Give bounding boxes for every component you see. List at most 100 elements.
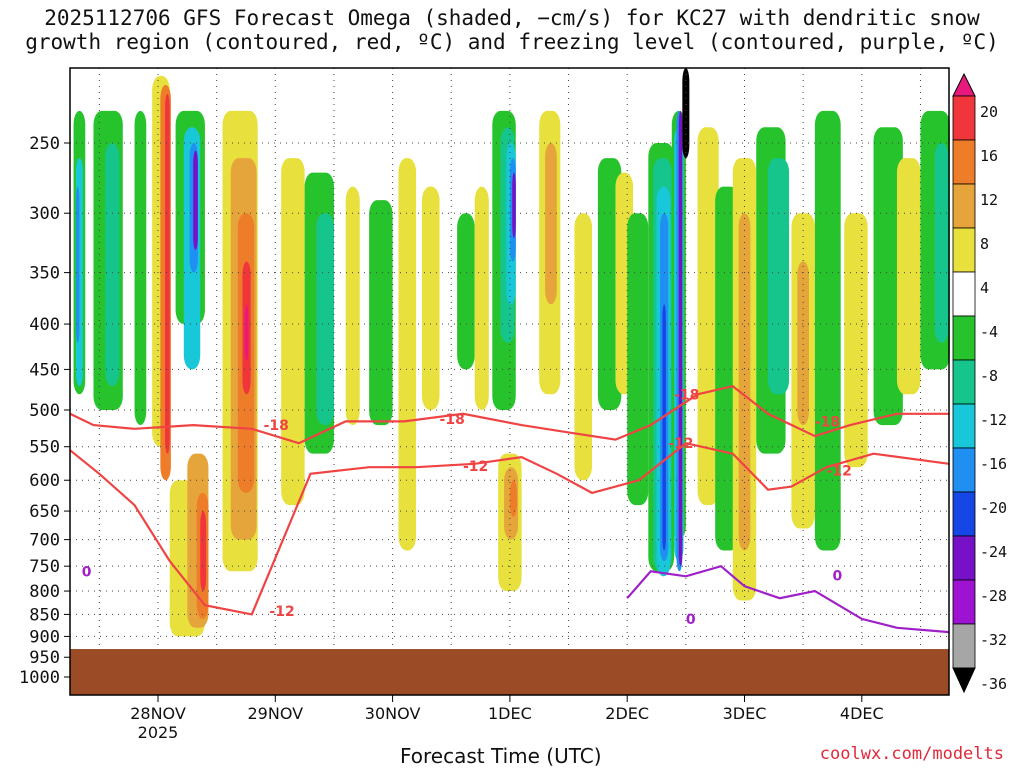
colorbar-segment: [952, 447, 976, 493]
contour-label-red: -18: [440, 412, 465, 428]
omega-shade-62: [797, 261, 810, 426]
omega-shade-58: [738, 213, 751, 551]
omega-shade-4: [105, 143, 120, 387]
contour-label-purple: 0: [82, 564, 92, 580]
omega-shade-8: [165, 93, 170, 454]
colorbar-label: -16: [980, 455, 1007, 473]
omega-shade-35: [512, 172, 516, 239]
colorbar-segment: [952, 491, 976, 537]
y-tick-label: 500: [29, 401, 60, 421]
colorbar-label: -4: [980, 323, 998, 341]
omega-shade-40: [545, 143, 557, 305]
omega-shade-5: [134, 110, 147, 426]
x-tick-label: 28NOV: [130, 704, 186, 723]
y-tick-label: 1000: [19, 668, 60, 688]
colorbar-label: -32: [980, 631, 1007, 649]
colorbar-label: -36: [980, 675, 1007, 693]
omega-shade-68: [934, 143, 949, 343]
contour-line-1: [69, 385, 949, 445]
colorbar-label: 4: [980, 279, 989, 297]
x-tick-label: 4DEC: [840, 704, 884, 723]
omega-shade-65: [873, 127, 903, 426]
omega-shade-21: [244, 304, 249, 361]
contour-label-red: -12: [269, 604, 294, 620]
contour-label-purple: 0: [832, 568, 842, 584]
omega-shade-26: [369, 200, 393, 426]
colorbar-segment: [952, 271, 976, 317]
y-tick-label: 850: [29, 605, 60, 625]
x-tick-label: 3DEC: [723, 704, 767, 723]
x-axis-label: Forecast Time (UTC): [400, 744, 602, 768]
contour-line-3: [626, 564, 950, 634]
colorbar-label: -8: [980, 367, 998, 385]
colorbar-label: 8: [980, 235, 989, 253]
colorbar-bottom-arrow: [952, 667, 976, 694]
colorbar-top-arrow: [952, 72, 976, 97]
colorbar-label: 12: [980, 191, 998, 209]
omega-shade-12: [193, 150, 198, 250]
omega-shade-63: [814, 110, 841, 551]
omega-shade-55: [697, 127, 719, 506]
x-tick-label: 30NOV: [365, 704, 421, 723]
colorbar-segment: [952, 227, 976, 273]
y-tick-label: 800: [29, 582, 60, 602]
colorbar-label: -24: [980, 543, 1007, 561]
colorbar-label: -20: [980, 499, 1007, 517]
y-tick-label: 250: [29, 134, 60, 154]
y-tick-label: 650: [29, 502, 60, 522]
omega-shade-66: [896, 158, 921, 395]
y-tick-label: 750: [29, 557, 60, 577]
y-tick-label: 450: [29, 360, 60, 380]
x-tick-label: 1DEC: [488, 704, 532, 723]
y-tick-label: 550: [29, 438, 60, 458]
terrain-shade: [70, 649, 949, 695]
colorbar-label: -28: [980, 587, 1007, 605]
credit-link[interactable]: coolwx.com/modelts: [819, 744, 1004, 764]
colorbar-segment: [952, 403, 976, 449]
contour-line-2: [69, 442, 950, 616]
chart-title-line1: 2025112706 GFS Forecast Omega (shaded, −…: [44, 6, 980, 30]
colorbar-segment: [952, 95, 976, 141]
omega-shade-60: [767, 158, 790, 395]
contour-label-purple: 0: [686, 612, 696, 628]
y-tick-label: 900: [29, 627, 60, 647]
contour-label-red: -18: [264, 418, 289, 434]
omega-shade-25: [345, 186, 360, 426]
contour-label-red: -12: [463, 459, 488, 475]
colorbar-label: -12: [980, 411, 1007, 429]
colorbar-segment: [952, 535, 976, 581]
colorbar-segment: [952, 359, 976, 405]
omega-shade-38: [509, 480, 517, 517]
colorbar-label: 20: [980, 103, 998, 121]
contour-label-red: -12: [827, 463, 852, 479]
colorbar-segment: [952, 183, 976, 229]
omega-shade-16: [200, 511, 207, 592]
colorbar-segment: [952, 623, 976, 669]
omega-shade-2: [75, 186, 80, 343]
omega-shade-64: [844, 213, 868, 468]
omega-shade-27: [398, 158, 417, 551]
contour-label-red: -18: [674, 387, 699, 403]
y-tick-label: 400: [29, 315, 60, 335]
chart-title-line2: growth region (contoured, red, ºC) and f…: [25, 30, 999, 54]
contour-label-red: -12: [668, 436, 693, 452]
colorbar-segment: [952, 579, 976, 625]
y-tick-label: 300: [29, 204, 60, 224]
colorbar-label: 16: [980, 147, 998, 165]
colorbar-segment: [952, 315, 976, 361]
omega-shade-53: [678, 110, 683, 567]
omega-shade-24: [316, 213, 334, 426]
omega-shade-22: [281, 158, 305, 506]
y-tick-label: 600: [29, 471, 60, 491]
x-tick-sublabel: 2025: [138, 723, 179, 742]
colorbar-segment: [952, 139, 976, 185]
y-tick-label: 950: [29, 648, 60, 668]
omega-shade-29: [457, 213, 475, 370]
contour-label-red: -18: [815, 414, 840, 430]
x-tick-label: 2DEC: [605, 704, 649, 723]
omega-shade-49: [662, 304, 666, 551]
omega-shade-28: [421, 186, 440, 410]
omega-shade-30: [474, 186, 489, 410]
x-tick-label: 29NOV: [248, 704, 304, 723]
